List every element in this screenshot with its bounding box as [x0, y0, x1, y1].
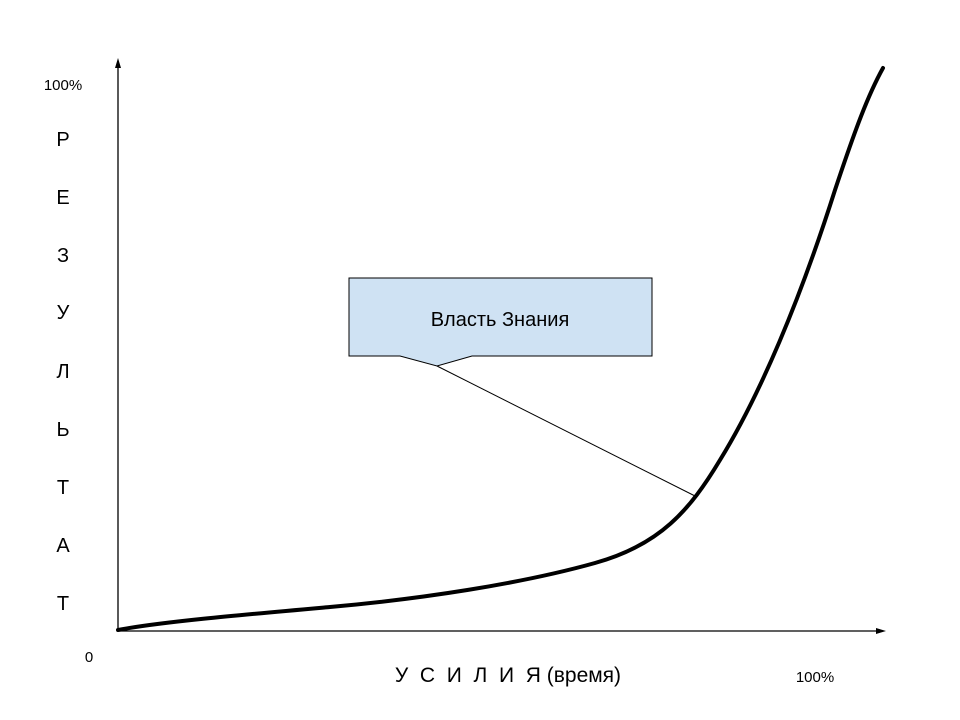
callout-box [348, 277, 653, 367]
callout-leader-line [436, 365, 698, 498]
y-axis-title-letter: Т [57, 593, 69, 615]
growth-curve [116, 66, 885, 632]
y-axis-title-letter: А [56, 535, 70, 557]
callout-text: Власть Знания [431, 309, 570, 331]
y-axis-title-letter: Р [56, 129, 69, 151]
y-axis-title-letter: Т [57, 477, 69, 499]
y-axis-title-letter: З [57, 245, 69, 267]
x-axis-arrowhead [876, 628, 886, 634]
y-axis-arrowhead [115, 58, 121, 68]
x-axis-max-label: 100% [796, 669, 834, 686]
y-axis-title-letter: Л [56, 361, 69, 383]
x-axis-title: У С И Л И Я (время) [395, 664, 621, 687]
y-axis-title-letter: Ь [56, 419, 69, 441]
origin-label: 0 [85, 649, 93, 666]
y-axis-title-letter: Е [56, 187, 69, 209]
y-axis-title: Р Е З У Л Ь Т А Т [56, 129, 70, 615]
y-axis-max-label: 100% [44, 77, 82, 94]
y-axis-title-letter: У [57, 302, 70, 324]
